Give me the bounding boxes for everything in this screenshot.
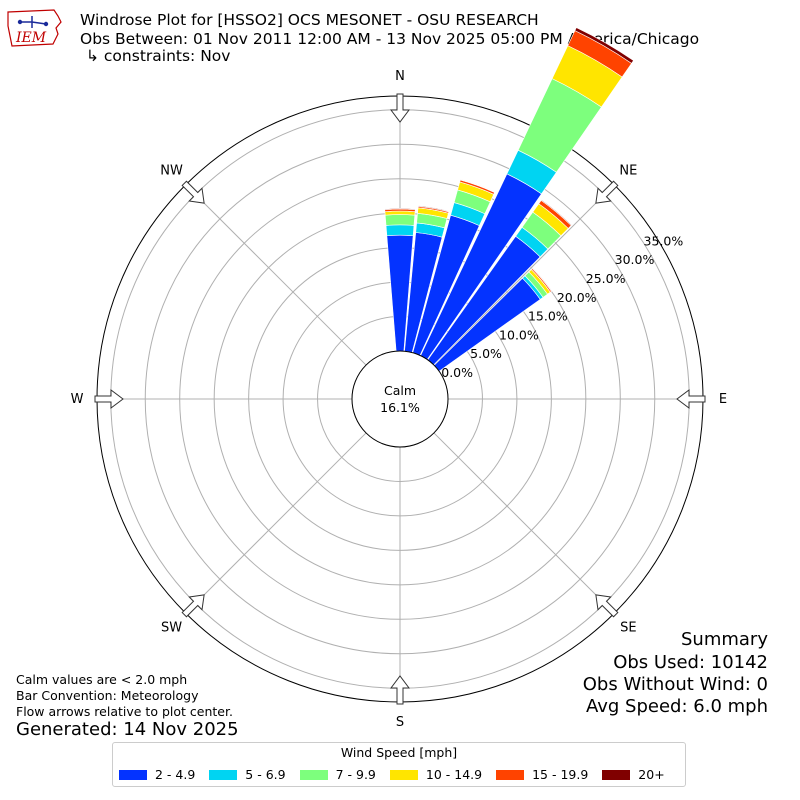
legend-label: 10 - 14.9 xyxy=(425,767,483,782)
direction-label: SE xyxy=(620,620,636,635)
legend-swatch xyxy=(602,769,631,780)
flow-arrows-note: Flow arrows relative to plot center. xyxy=(16,704,233,719)
legend-item: 5 - 6.9 xyxy=(209,767,286,782)
flow-arrow-shape xyxy=(595,594,619,618)
ring-label: 35.0% xyxy=(644,233,684,248)
flow-arrow-icon xyxy=(181,594,205,618)
iowa-outline-icon xyxy=(7,9,62,47)
flow-arrow-icon xyxy=(595,180,619,204)
summary-obs-without-wind: Obs Without Wind: 0 xyxy=(582,674,768,695)
ring-label: 20.0% xyxy=(557,290,597,305)
grid-spoke xyxy=(433,184,615,366)
direction-arrows-layer xyxy=(94,93,706,705)
legend-label: 15 - 19.9 xyxy=(532,767,589,782)
labels-layer: N NE E SE S SW W NW 0.0% 5.0% 10.0% 15.0% 20.0% 25.0%… xyxy=(71,69,728,730)
legend-item: 10 - 14.9 xyxy=(389,767,483,782)
legend-swatch xyxy=(496,769,525,780)
direction-label: SW xyxy=(161,620,182,635)
ring-label: 15.0% xyxy=(528,309,568,324)
summary-avg-speed: Avg Speed: 6.0 mph xyxy=(586,696,768,717)
grid-spoke xyxy=(433,432,615,614)
calm-label: Calm xyxy=(383,383,417,398)
legend-label: 2 - 4.9 xyxy=(155,767,196,782)
flow-arrow-shape xyxy=(676,389,706,409)
legend-swatch xyxy=(299,769,328,780)
direction-label: W xyxy=(71,392,84,407)
windrose-bar-segment xyxy=(385,224,415,237)
windrose-bar-segment xyxy=(531,267,553,292)
legend-swatch xyxy=(209,769,238,780)
flow-arrow-icon xyxy=(390,675,410,705)
flow-arrow-shape xyxy=(390,93,410,123)
flow-arrow-shape xyxy=(390,675,410,705)
logo-network-icon xyxy=(20,16,47,28)
grid-spoke xyxy=(185,184,367,366)
grid-spoke xyxy=(185,432,367,614)
windrose-bar-segment xyxy=(540,199,573,226)
legend-item: 20+ xyxy=(602,767,665,782)
bars-layer xyxy=(384,27,634,372)
ring-label: 5.0% xyxy=(470,346,502,361)
summary-title: Summary xyxy=(681,629,768,650)
windrose-bar-segment xyxy=(459,178,496,193)
calm-note: Calm values are < 2.0 mph xyxy=(16,672,188,687)
direction-label: NW xyxy=(160,164,183,179)
calm-value: 16.1% xyxy=(380,400,420,415)
legend-label: 7 - 9.9 xyxy=(335,767,376,782)
calm-circle xyxy=(351,350,449,448)
direction-label: NE xyxy=(619,164,637,179)
generated-date: Generated: 14 Nov 2025 xyxy=(16,719,239,740)
legend-item: 15 - 19.9 xyxy=(496,767,588,782)
ring-label: 10.0% xyxy=(499,327,539,342)
legend-item: 7 - 9.9 xyxy=(299,767,376,782)
ring-label: 0.0% xyxy=(441,365,473,380)
flow-arrow-shape xyxy=(181,594,205,618)
legend-title: Wind Speed [mph] xyxy=(340,745,458,760)
ring-label: 25.0% xyxy=(586,271,626,286)
summary-obs-used: Obs Used: 10142 xyxy=(613,652,768,673)
direction-label: N xyxy=(395,69,405,84)
direction-label: E xyxy=(719,392,727,407)
legend-swatch xyxy=(119,769,147,780)
flow-arrow-icon xyxy=(676,389,706,409)
flow-arrow-icon xyxy=(390,93,410,123)
calm-circle-layer xyxy=(351,350,449,448)
flow-arrow-shape xyxy=(595,180,619,204)
direction-label: S xyxy=(396,715,404,730)
chart-subtitle: Obs Between: 01 Nov 2011 12:00 AM - 13 N… xyxy=(80,30,700,48)
windrose-bar-segment xyxy=(384,214,416,226)
constraints-text: ↳ constraints: Nov xyxy=(86,47,231,65)
flow-arrow-shape xyxy=(181,180,205,204)
windrose-bar-segment xyxy=(574,27,634,64)
flow-arrow-icon xyxy=(181,180,205,204)
legend-label: 20+ xyxy=(638,767,665,782)
flow-arrow-icon xyxy=(595,594,619,618)
windrose-bar-segment xyxy=(384,210,416,216)
legend-item: 2 - 4.9 xyxy=(119,767,195,782)
legend-label: 5 - 6.9 xyxy=(245,767,286,782)
bar-convention-note: Bar Convention: Meteorology xyxy=(16,688,199,703)
ring-label: 30.0% xyxy=(615,252,655,267)
windrose-bar-segment xyxy=(417,205,450,213)
windrose-bar-segment xyxy=(384,208,416,210)
legend: Wind Speed [mph] 2 - 4.9 5 - 6.9 7 - 9.9… xyxy=(112,742,686,787)
logo-text: IEM xyxy=(15,30,47,46)
legend-items: 2 - 4.9 5 - 6.9 7 - 9.9 10 - 14.9 15 - 1… xyxy=(119,767,679,782)
chart-title: Windrose Plot for [HSSO2] OCS MESONET - … xyxy=(80,11,539,29)
flow-arrow-icon xyxy=(94,389,124,409)
legend-swatch xyxy=(389,769,418,780)
flow-arrow-shape xyxy=(94,389,124,409)
iem-logo: IEM xyxy=(7,9,62,47)
